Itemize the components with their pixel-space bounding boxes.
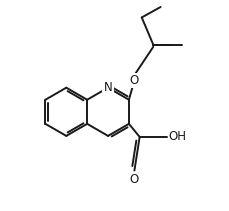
Text: OH: OH [168, 130, 186, 143]
Text: O: O [130, 173, 139, 186]
Text: O: O [130, 74, 139, 87]
Text: N: N [104, 81, 112, 94]
